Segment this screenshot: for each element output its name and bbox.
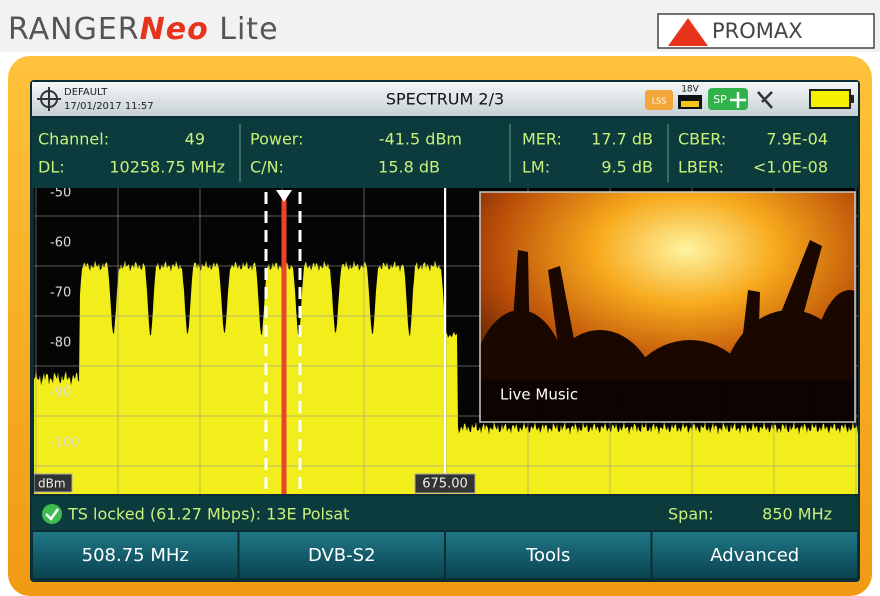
lnb-level (681, 101, 699, 107)
cursor-box (414, 473, 476, 494)
video-border (479, 191, 856, 423)
measure-value: 9.5 dB (601, 158, 653, 177)
measure-label: LM: (522, 158, 550, 177)
softkey[interactable] (652, 532, 858, 578)
target-icon (37, 87, 61, 111)
brand: RANGERNeo Lite (8, 12, 279, 47)
battery-icon (809, 89, 851, 109)
lock-check (45, 508, 60, 521)
measure-value: 17.7 dB (591, 130, 653, 149)
logo-text: PROMAX (712, 19, 803, 43)
battery-tip (850, 95, 854, 103)
y-label: -100 (50, 436, 80, 451)
y-label: -80 (50, 336, 71, 351)
softkey-label[interactable]: 508.75 MHz (82, 545, 189, 566)
lnb-voltage: 18V (681, 85, 699, 95)
measurement-panel (32, 118, 858, 188)
measure-value: 49 (185, 130, 205, 149)
softkey[interactable] (239, 532, 445, 578)
span-value: 850 MHz (762, 505, 832, 524)
sp-label: SP (713, 93, 727, 106)
y-label: -60 (50, 236, 71, 251)
measure-label: DL: (38, 158, 65, 177)
lock-status: TS locked (61.27 Mbps): 13E Polsat (67, 505, 349, 524)
softkeys: 508.75 MHz DVB-S2 Tools Advanced (33, 532, 857, 578)
measure-value: 10258.75 MHz (109, 158, 225, 177)
cursor-label: 675.00 (422, 477, 468, 492)
y-label: -70 (50, 286, 71, 301)
measure-label: C/N: (250, 158, 284, 177)
datetime: 17/01/2017 11:57 (64, 101, 154, 112)
softkey[interactable] (446, 532, 651, 578)
unit-label: dBm (38, 477, 66, 491)
measure-label: LBER: (678, 158, 724, 177)
profile: DEFAULT (64, 87, 108, 98)
softkey-label[interactable]: Tools (525, 545, 570, 566)
tool-icon (757, 91, 773, 109)
mode-title: SPECTRUM 2/3 (386, 90, 504, 109)
y-label: -90 (50, 386, 71, 401)
lock-bar (32, 496, 858, 530)
caption-bar (480, 380, 855, 422)
measure-label: Channel: (38, 130, 109, 149)
brand-neo: Neo (140, 12, 209, 47)
measure-value: -41.5 dBm (379, 130, 462, 149)
span-label: Span: (668, 505, 714, 524)
measure-label: MER: (522, 130, 562, 149)
video-inset: Live Music (480, 192, 855, 422)
lss-icon (645, 90, 673, 110)
measure-value: 15.8 dB (378, 158, 440, 177)
unit-box (34, 473, 73, 493)
softkey-label[interactable]: DVB-S2 (308, 545, 376, 566)
logo-icon (668, 18, 708, 46)
lock-icon (42, 504, 62, 524)
measurements: Channel: 49 Power: -41.5 dBm MER: 17.7 dB CBER… (38, 124, 828, 182)
measure-label: CBER: (678, 130, 726, 149)
video-caption: Live Music (500, 386, 578, 404)
sp-cross (730, 92, 746, 108)
y-label: -50 (50, 186, 71, 201)
measure-label: Power: (250, 130, 303, 149)
softkey[interactable] (33, 532, 238, 578)
brand-lite: Lite (209, 12, 279, 47)
brand-ranger: RANGER (8, 12, 140, 47)
marker-head (276, 190, 292, 202)
measure-value: 7.9E-04 (766, 130, 828, 149)
softkey-label[interactable]: Advanced (710, 545, 799, 566)
lss-label: LSS (652, 97, 667, 106)
measure-value: <1.0E-08 (753, 158, 828, 177)
